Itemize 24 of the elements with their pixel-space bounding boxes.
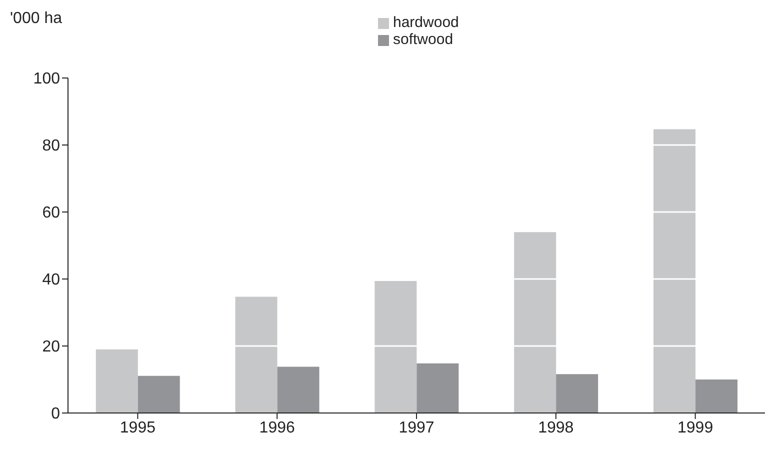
bar bbox=[374, 281, 417, 413]
y-axis-title: '000 ha bbox=[10, 10, 62, 28]
bar bbox=[138, 376, 180, 413]
x-tick-label: 1995 bbox=[120, 419, 156, 436]
legend-label: softwood bbox=[393, 31, 454, 48]
bar bbox=[556, 374, 598, 413]
x-tick-label: 1997 bbox=[398, 419, 434, 436]
legend-label: hardwood bbox=[393, 14, 459, 31]
y-tick-label: 0 bbox=[51, 406, 60, 423]
bar bbox=[235, 296, 278, 413]
bar bbox=[277, 366, 320, 413]
bar bbox=[416, 363, 459, 413]
y-tick-label: 60 bbox=[42, 204, 60, 222]
x-tick-label: 1996 bbox=[259, 419, 295, 436]
x-tick-label: 1999 bbox=[678, 419, 714, 436]
bar bbox=[695, 380, 738, 413]
y-tick-label: 40 bbox=[42, 272, 60, 289]
y-tick-label: 80 bbox=[42, 138, 60, 155]
y-tick-label: 100 bbox=[33, 70, 60, 88]
bar bbox=[96, 349, 138, 413]
bar bbox=[514, 232, 556, 413]
x-tick-label: 1998 bbox=[538, 419, 574, 436]
y-tick-label: 20 bbox=[42, 338, 60, 356]
bar bbox=[653, 129, 696, 413]
